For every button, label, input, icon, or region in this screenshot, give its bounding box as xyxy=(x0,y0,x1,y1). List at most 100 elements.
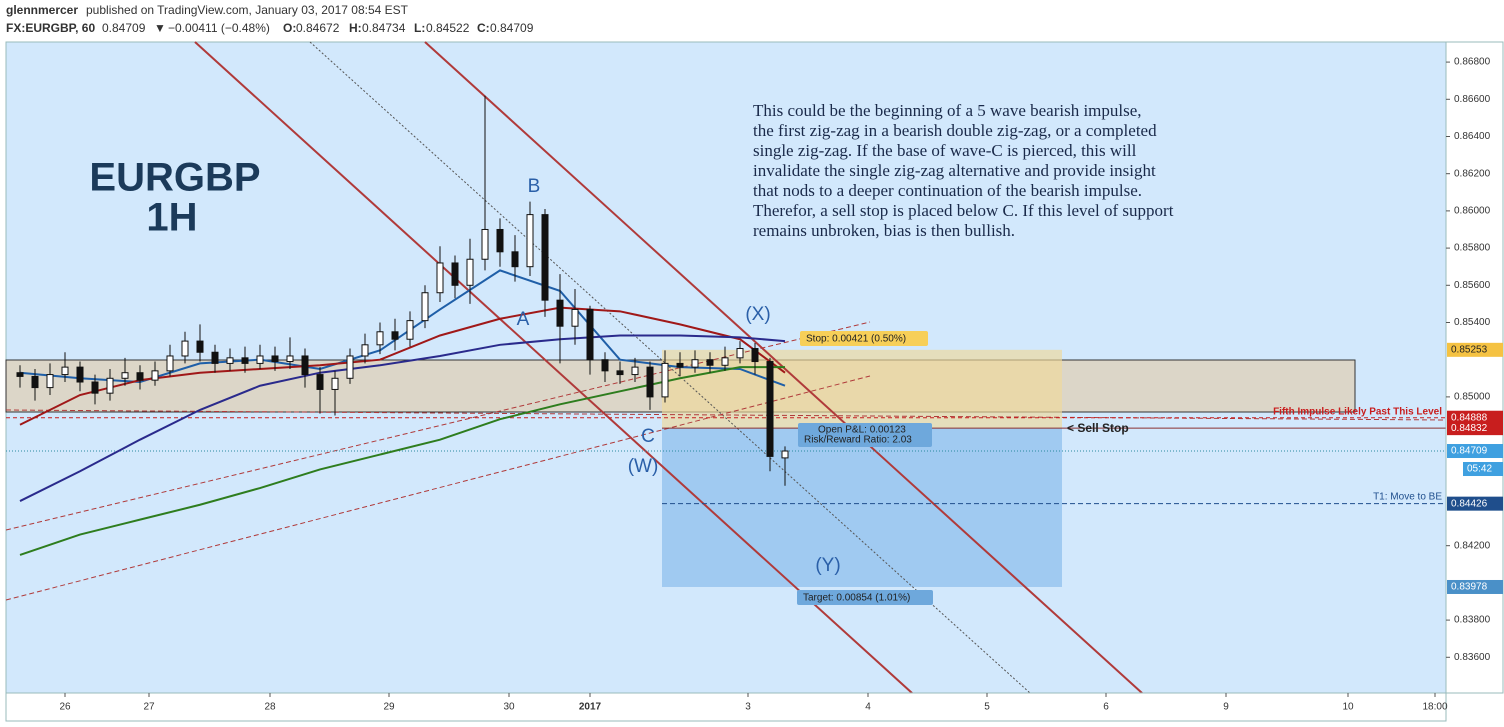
note-line: Therefor, a sell stop is placed below C.… xyxy=(753,201,1174,220)
candle-body xyxy=(541,214,549,301)
wave-label: (Y) xyxy=(815,555,840,576)
candle-body xyxy=(736,348,744,359)
price-label: 0.84426 xyxy=(1451,498,1488,509)
candle-body xyxy=(556,299,564,327)
candle-body xyxy=(751,348,759,363)
fifth-label: Fifth Impulse Likely Past This Level xyxy=(1273,407,1442,418)
h-label: H: xyxy=(349,21,362,35)
o-label: O: xyxy=(283,21,296,35)
candle-body xyxy=(166,355,174,372)
wave-label: A xyxy=(517,309,530,330)
change: −0.00411 (−0.48%) xyxy=(168,21,270,35)
stop-box xyxy=(800,331,928,346)
y-tick-label: 0.86200 xyxy=(1454,168,1491,179)
x-tick-label: 26 xyxy=(59,702,71,713)
symbol: FX:EURGBP, 60 xyxy=(6,21,95,35)
y-tick-label: 0.85800 xyxy=(1454,243,1491,254)
candle-body xyxy=(61,366,69,376)
candle-body xyxy=(256,355,264,364)
candle-body xyxy=(316,374,324,390)
y-tick-label: 0.84200 xyxy=(1454,540,1491,551)
candle-body xyxy=(151,370,159,381)
x-tick-label: 28 xyxy=(264,702,276,713)
candle-body xyxy=(121,372,129,379)
candle-body xyxy=(271,355,279,363)
candle-body xyxy=(196,340,204,353)
candle-body xyxy=(16,372,24,377)
candle-body xyxy=(286,355,294,363)
candle-body xyxy=(451,262,459,286)
x-tick-label: 6 xyxy=(1103,702,1109,713)
y-tick-label: 0.85600 xyxy=(1454,280,1491,291)
price-label-box xyxy=(1447,421,1503,436)
candle-body xyxy=(226,357,234,364)
close: 0.84709 xyxy=(490,21,534,35)
candle-body xyxy=(721,357,729,366)
candle-body xyxy=(106,377,114,394)
candle-body xyxy=(781,450,789,459)
x-tick-label: 10 xyxy=(1342,702,1354,713)
x-tick-label: 2017 xyxy=(579,702,602,713)
note-line: This could be the beginning of a 5 wave … xyxy=(753,101,1142,120)
symbol-title: EURGBP xyxy=(89,156,260,200)
x-tick-label: 30 xyxy=(503,702,515,713)
y-tick-label: 0.85000 xyxy=(1454,392,1491,403)
price-label: 0.85253 xyxy=(1451,344,1488,355)
y-tick-label: 0.86000 xyxy=(1454,206,1491,217)
candle-body xyxy=(706,359,714,366)
pl-box xyxy=(798,423,932,447)
candle-body xyxy=(466,258,474,286)
candle-body xyxy=(766,361,774,457)
candle-body xyxy=(571,308,579,327)
target-label: Target: 0.00854 (1.01%) xyxy=(803,593,910,604)
stop-label: Stop: 0.00421 (0.50%) xyxy=(806,334,906,345)
candle-body xyxy=(391,331,399,340)
candle-body xyxy=(601,359,609,372)
published: published on TradingView.com, January 03… xyxy=(86,3,409,17)
candle-body xyxy=(406,320,414,340)
candle-body xyxy=(211,351,219,364)
open-pl: Open P&L: 0.00123 xyxy=(818,425,906,436)
candle-body xyxy=(241,357,249,364)
candle-body xyxy=(331,377,339,390)
candle-body xyxy=(76,366,84,383)
candle-body xyxy=(661,362,669,398)
open: 0.84672 xyxy=(296,21,340,35)
price-label: 0.83978 xyxy=(1451,582,1488,593)
candle-body xyxy=(136,372,144,381)
candle-body xyxy=(31,375,39,389)
candle-body xyxy=(481,228,489,260)
y-tick-label: 0.86800 xyxy=(1454,57,1491,68)
y-tick-label: 0.86400 xyxy=(1454,131,1491,142)
high: 0.84734 xyxy=(362,21,406,35)
candle-body xyxy=(676,362,684,368)
price-label-box xyxy=(1447,342,1503,357)
y-tick-label: 0.83600 xyxy=(1454,652,1491,663)
candle-body xyxy=(91,381,99,394)
wave-label: (W) xyxy=(628,456,659,477)
candle-body xyxy=(376,331,384,346)
note-line: the first zig-zag in a bearish double zi… xyxy=(753,121,1157,140)
t1-label: T1: Move to BE xyxy=(1373,492,1442,503)
x-tick-label: 18:00 xyxy=(1422,702,1447,713)
sell-stop: < Sell Stop xyxy=(1067,421,1129,435)
note-line: invalidate the single zig-zag alternativ… xyxy=(753,161,1156,180)
low: 0.84522 xyxy=(426,21,470,35)
candle-body xyxy=(421,292,429,322)
candle-body xyxy=(181,340,189,357)
countdown: 05:42 xyxy=(1467,464,1492,475)
candle-body xyxy=(616,370,624,376)
x-tick-label: 4 xyxy=(865,702,871,713)
y-tick-label: 0.83800 xyxy=(1454,615,1491,626)
price-label: 0.84832 xyxy=(1451,423,1488,434)
price-label: 0.84888 xyxy=(1451,412,1488,423)
note-line: remains unbroken, bias is then bullish. xyxy=(753,221,1015,240)
countdown-box xyxy=(1463,462,1503,477)
last: 0.84709 xyxy=(102,21,146,35)
note-line: that nods to a deeper continuation of th… xyxy=(753,181,1142,200)
risk-reward: Risk/Reward Ratio: 2.03 xyxy=(804,435,912,446)
y-tick-label: 0.86600 xyxy=(1454,94,1491,105)
time-axis xyxy=(5,692,1447,722)
wave-label: C xyxy=(641,426,655,447)
